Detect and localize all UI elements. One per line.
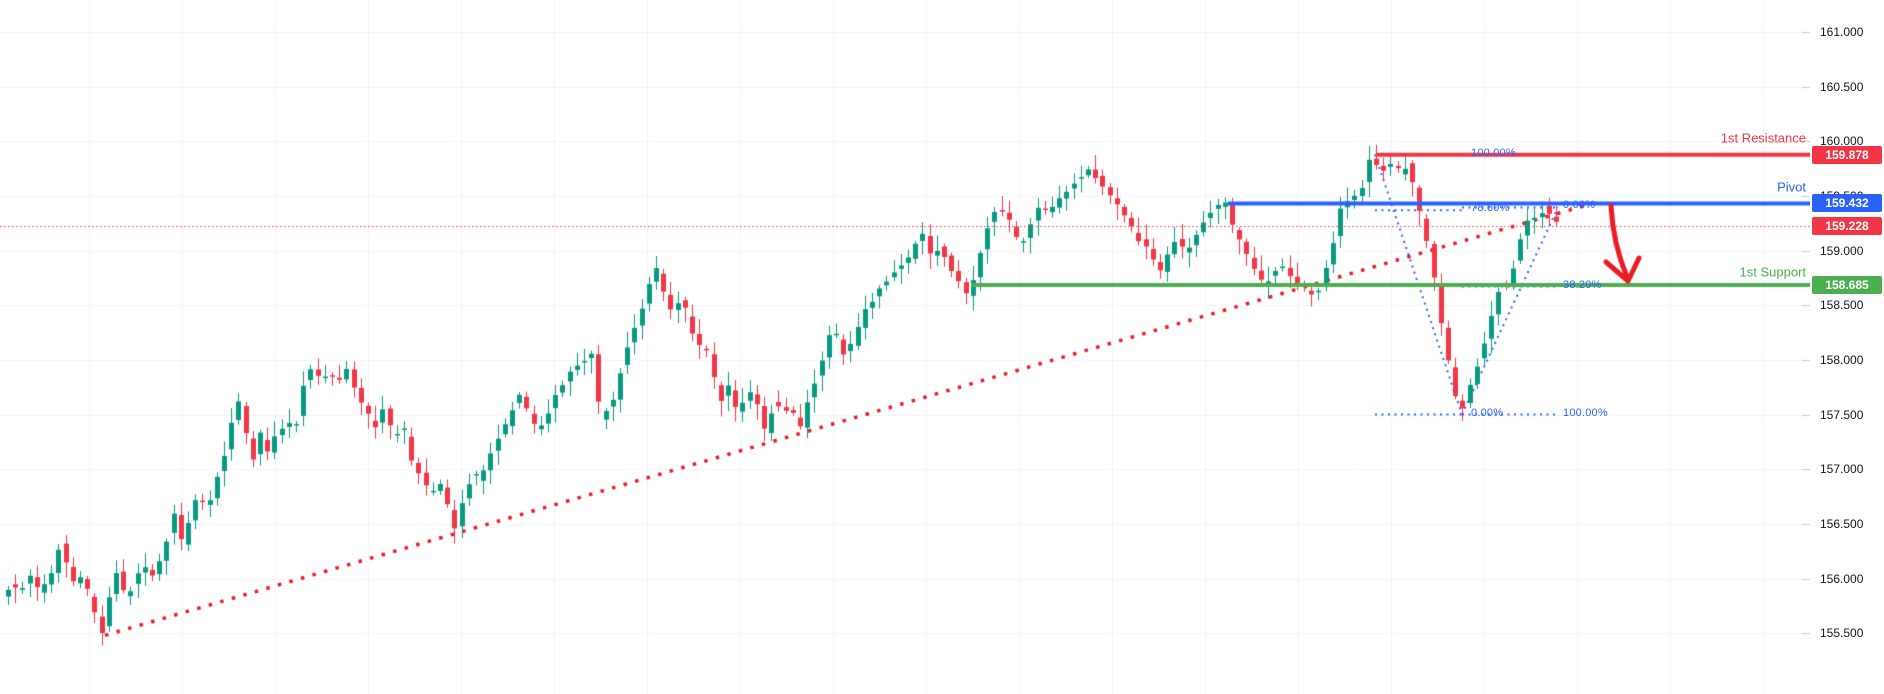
price-axis-tick: 156.000 [1820, 571, 1864, 586]
price-axis-tick: 161.000 [1820, 25, 1864, 39]
price-axis-tick: 156.500 [1820, 516, 1864, 531]
price-axis-tick: 157.000 [1820, 462, 1864, 477]
resistance-label[interactable]: 1st Resistance [1720, 130, 1806, 146]
price-axis[interactable]: 161.000160.500160.000159.500159.000158.5… [1810, 0, 1884, 694]
price-axis-tick: 160.500 [1820, 79, 1864, 94]
fib-level-label: 100.00% [1563, 406, 1608, 419]
fib-level-label: 0.00% [1471, 406, 1504, 419]
fib-level-label: 100.00% [1471, 146, 1516, 159]
price-axis-tick: 155.500 [1820, 626, 1864, 641]
fib-level-label: 0.00% [1563, 199, 1596, 212]
pivot-price-tag: 159.432 [1812, 194, 1882, 213]
price-axis-tick: 159.000 [1820, 243, 1864, 258]
price-axis-tick: 158.000 [1820, 352, 1864, 367]
last-price-tag: 159.228 [1812, 216, 1882, 235]
pivot-label[interactable]: Pivot [1777, 179, 1806, 195]
fib-level-label: 38.20% [1563, 278, 1602, 291]
price-axis-tick: 157.500 [1820, 407, 1864, 422]
support-price-tag: 158.685 [1812, 276, 1882, 295]
price-axis-tick: 160.000 [1820, 134, 1864, 149]
fib-level-label: 78.60% [1471, 202, 1510, 215]
support-label[interactable]: 1st Support [1739, 264, 1807, 280]
price-axis-tick: 158.500 [1820, 298, 1864, 313]
resistance-price-tag: 159.878 [1812, 145, 1882, 164]
